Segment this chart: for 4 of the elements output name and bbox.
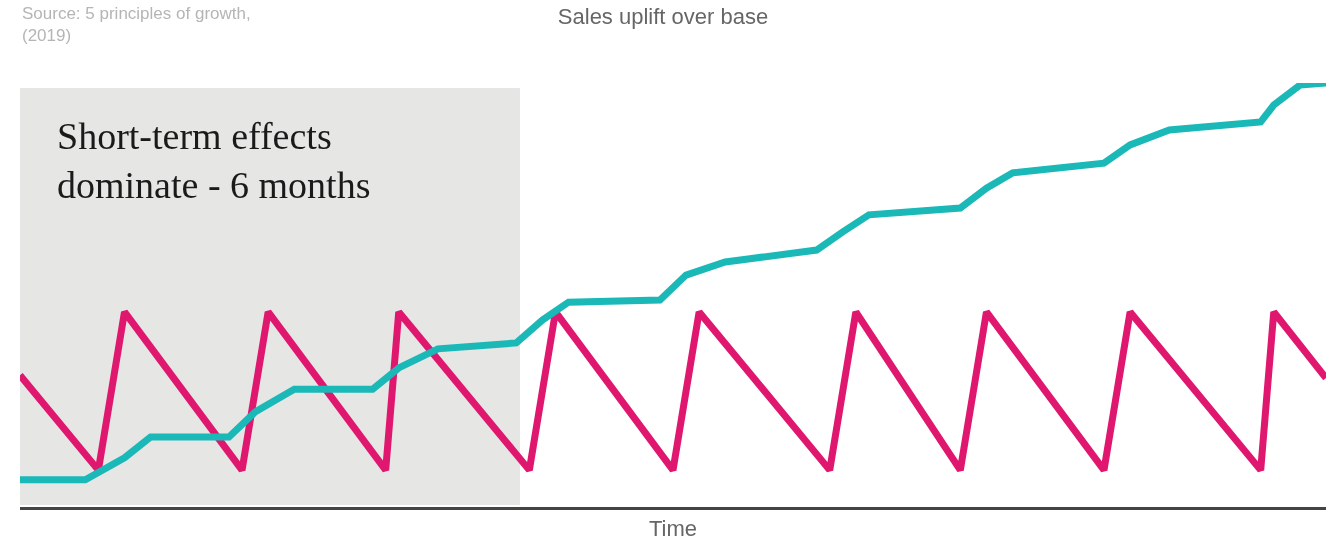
x-axis-title: Time — [648, 516, 698, 542]
chart-title: Sales uplift over base — [557, 3, 769, 29]
annotation: Short-term effects dominate - 6 months — [57, 115, 371, 207]
source-note: Source: 5 principles of growth, (2019) — [22, 4, 251, 46]
